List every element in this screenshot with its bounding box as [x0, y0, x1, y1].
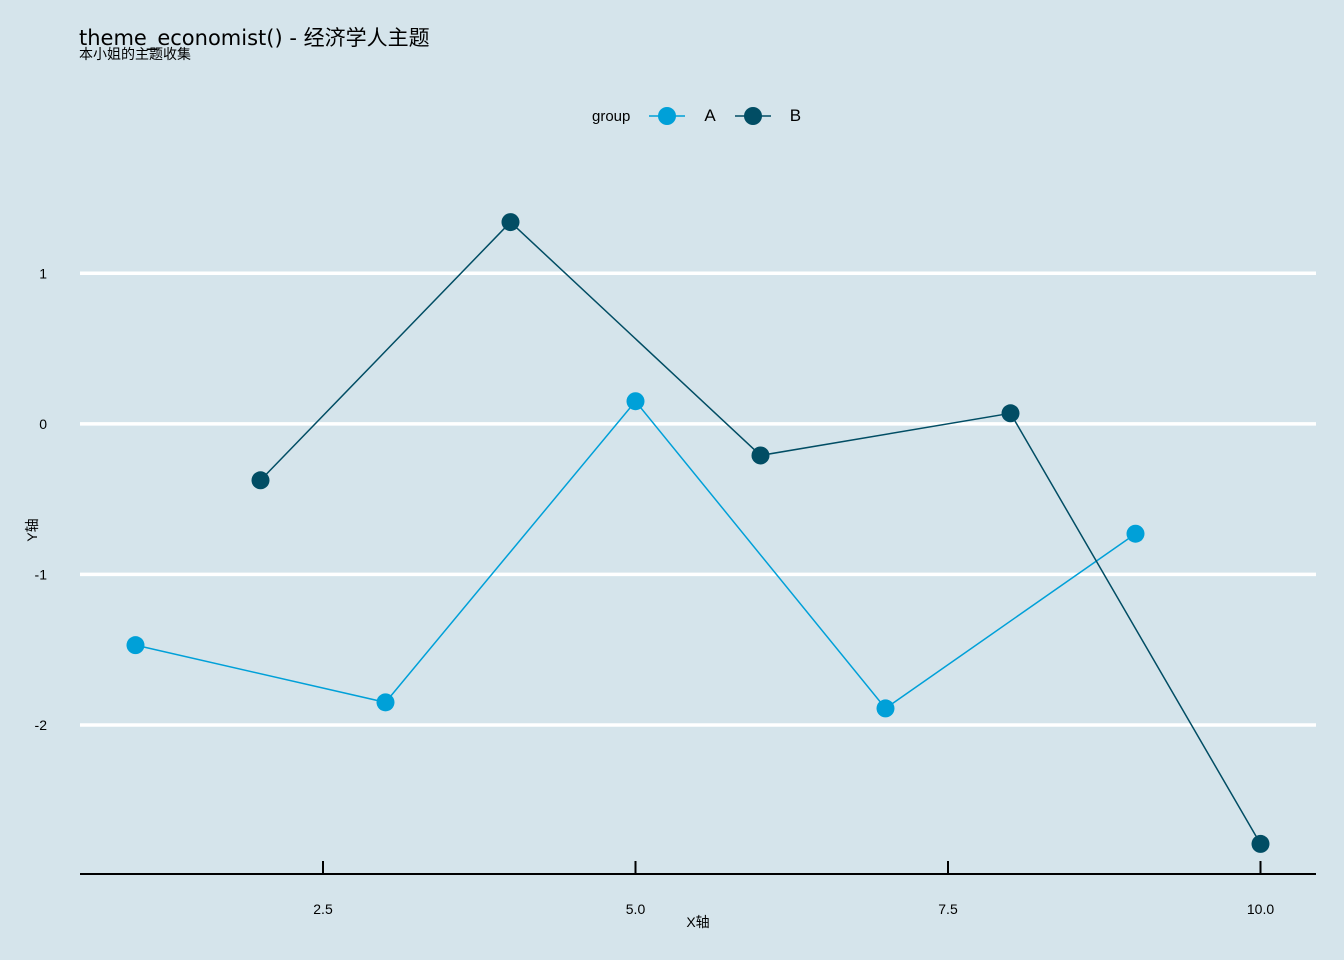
y-tick-label: -1: [35, 566, 48, 582]
data-point-b: [501, 213, 520, 232]
x-tick-label: 5.0: [626, 901, 646, 917]
data-point-b: [251, 471, 270, 490]
data-point-b: [1251, 834, 1270, 853]
legend-label-b: B: [789, 106, 802, 125]
data-point-a: [126, 636, 145, 655]
legend: group A B: [592, 106, 819, 126]
y-axis-label: Y轴: [24, 518, 40, 541]
y-tick-label: 1: [39, 265, 47, 281]
data-point-a: [626, 392, 645, 411]
x-tick-label: 2.5: [313, 901, 333, 917]
y-tick-label: -2: [35, 717, 48, 733]
data-point-a: [1126, 524, 1145, 543]
legend-key-b: [734, 107, 771, 125]
data-point-b: [1001, 404, 1020, 423]
data-point-b: [751, 446, 770, 465]
legend-title: group: [592, 107, 631, 125]
chart-title: theme_economist() - 经济学人主题: [79, 26, 430, 50]
series-line-b: [259, 221, 1262, 845]
x-axis-label: X轴: [686, 914, 709, 930]
x-tick-label: 7.5: [938, 901, 958, 917]
series-line-a: [135, 400, 1136, 710]
legend-key-a: [649, 107, 686, 125]
x-tick-label: 10.0: [1247, 901, 1274, 917]
y-tick-label: 0: [39, 416, 47, 432]
data-point-a: [876, 699, 895, 718]
data-point-a: [376, 693, 395, 712]
legend-label-a: A: [704, 106, 716, 125]
chart-subtitle: 本小姐的主题收集: [79, 47, 191, 63]
